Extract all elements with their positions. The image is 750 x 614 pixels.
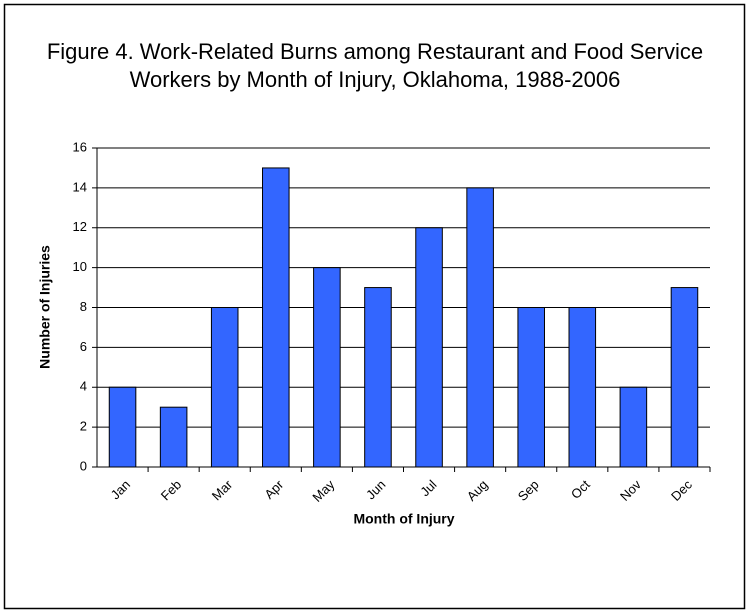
- y-tick-label: 0: [80, 458, 87, 473]
- y-tick-label: 12: [73, 219, 87, 234]
- y-tick-label: 16: [73, 139, 87, 154]
- bar: [619, 386, 648, 468]
- y-tick-label: 8: [80, 299, 87, 314]
- y-tick-label: 4: [80, 379, 87, 394]
- y-axis-title: Number of Injuries: [37, 245, 53, 369]
- bar: [210, 307, 239, 468]
- bar: [108, 386, 137, 468]
- bar: [568, 307, 597, 468]
- bar: [466, 187, 494, 468]
- bar: [262, 167, 290, 468]
- bar: [159, 406, 188, 468]
- bar: [313, 267, 341, 468]
- bar: [415, 227, 443, 468]
- y-tick-label: 6: [80, 339, 87, 354]
- y-tick-label: 14: [73, 179, 87, 194]
- x-axis-title: Month of Injury: [353, 511, 454, 527]
- y-tick-label: 10: [73, 259, 87, 274]
- y-tick-label: 2: [80, 419, 87, 434]
- chart-title: Figure 4. Work-Related Burns among Resta…: [46, 39, 704, 92]
- bar: [517, 307, 545, 468]
- bar: [364, 287, 392, 468]
- bar: [670, 287, 699, 468]
